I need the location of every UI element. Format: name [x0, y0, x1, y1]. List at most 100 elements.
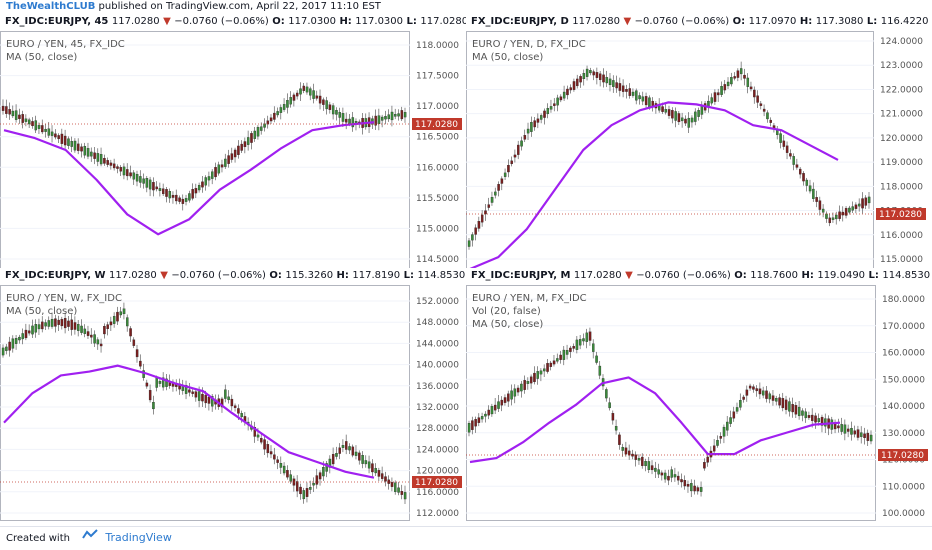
- candle-body: [605, 77, 609, 84]
- candle-body: [602, 74, 605, 83]
- candle-body: [312, 482, 315, 486]
- candle-body: [99, 343, 103, 347]
- candle-body: [18, 336, 21, 341]
- symbol-label: FX_IDC:EURJPY, W: [5, 270, 106, 281]
- candle-body: [34, 324, 38, 333]
- down-arrow-icon: ▼: [625, 270, 633, 281]
- candle-body: [227, 155, 230, 164]
- candle-body: [618, 434, 621, 445]
- candle-body: [116, 311, 119, 322]
- candle-body: [135, 349, 139, 358]
- symbol-label: FX_IDC:EURJPY, M: [471, 270, 571, 281]
- candle-body: [155, 377, 158, 388]
- candle-body: [269, 451, 273, 455]
- candle-body: [237, 145, 240, 155]
- candle-body: [57, 135, 60, 140]
- candle-body: [552, 360, 556, 365]
- candle-body: [585, 332, 589, 342]
- candle-body: [782, 140, 786, 147]
- chart-legend: EURO / YEN, 45, FX_IDC MA (50, close): [6, 38, 125, 64]
- candle-body: [191, 391, 194, 394]
- candle-body: [856, 429, 860, 438]
- candle-body: [1, 347, 5, 356]
- candle-body: [497, 183, 500, 191]
- candle-body: [358, 452, 361, 461]
- candle-body: [96, 339, 100, 345]
- y-tick-label: 136.0000: [416, 382, 459, 392]
- candle-body: [595, 355, 598, 363]
- candle-body: [717, 92, 720, 96]
- candle-body: [618, 83, 622, 91]
- candle-body: [390, 482, 394, 487]
- plot-area[interactable]: [0, 285, 410, 521]
- moving-average-line: [469, 376, 841, 464]
- y-tick-label: 122.0000: [880, 85, 923, 95]
- candle-body: [335, 453, 338, 457]
- study-label[interactable]: Vol (20, false): [472, 306, 541, 317]
- candle-body: [194, 391, 198, 398]
- candle-body: [742, 396, 745, 400]
- candle-body: [292, 94, 296, 101]
- candle-body: [768, 393, 772, 400]
- candle-body: [804, 411, 807, 419]
- study-label[interactable]: MA (50, close): [472, 319, 544, 330]
- plot-area[interactable]: [466, 285, 876, 521]
- candle-body: [361, 455, 364, 464]
- candle-body: [736, 70, 740, 78]
- study-label[interactable]: MA (50, close): [6, 52, 78, 63]
- candle-body: [595, 72, 599, 78]
- candle-body: [507, 393, 510, 402]
- candle-body: [83, 145, 87, 156]
- low-label: L:: [868, 270, 879, 281]
- candle-body: [667, 109, 671, 116]
- candle-body: [5, 106, 8, 114]
- candle-body: [835, 214, 838, 220]
- candle-body: [758, 388, 762, 395]
- chart-title: EURO / YEN, D, FX_IDC: [472, 39, 586, 50]
- study-label[interactable]: MA (50, close): [472, 52, 544, 63]
- author-link[interactable]: TheWealthCLUB: [6, 1, 96, 12]
- candle-body: [269, 117, 273, 122]
- chart-pane-45min[interactable]: FX_IDC:EURJPY, 45 117.0280 ▼ −0.0760 (−0…: [0, 14, 466, 282]
- candle-body: [756, 95, 759, 103]
- y-tick-label: 116.0000: [416, 488, 459, 498]
- candle-body: [322, 99, 325, 105]
- candle-body: [748, 385, 752, 389]
- candle-body: [543, 110, 546, 118]
- candle-body: [487, 204, 491, 208]
- chart-pane-daily[interactable]: FX_IDC:EURJPY, D 117.0280 ▼ −0.0760 (−0.…: [466, 14, 932, 282]
- candle-body: [106, 324, 109, 330]
- candle-body: [745, 389, 749, 396]
- candle-body: [54, 133, 57, 138]
- candle-body: [792, 156, 795, 165]
- candle-body: [854, 204, 858, 209]
- candle-body: [109, 321, 113, 326]
- candle-body: [394, 482, 397, 492]
- candle-body: [566, 88, 569, 96]
- candle-body: [743, 74, 746, 79]
- study-label[interactable]: MA (50, close): [6, 306, 78, 317]
- chart-canvas: 124.0000 123.0000 122.0000 121.0000 120.0000…: [466, 37, 926, 282]
- chart-pane-monthly[interactable]: FX_IDC:EURJPY, M 117.0280 ▼ −0.0760 (−0.…: [466, 268, 932, 526]
- candle-body: [503, 397, 507, 403]
- candle-body: [119, 167, 123, 172]
- candle-body: [325, 100, 328, 110]
- tradingview-link[interactable]: TradingView: [105, 531, 172, 544]
- candle-body: [794, 405, 798, 415]
- candle-body: [729, 417, 732, 424]
- candle-body: [96, 153, 100, 162]
- symbol-header: FX_IDC:EURJPY, 45 117.0280 ▼ −0.0760 (−0…: [0, 14, 466, 30]
- candle-body: [546, 363, 549, 372]
- symbol-header: FX_IDC:EURJPY, W 117.0280 ▼ −0.0760 (−0.…: [0, 268, 466, 284]
- candle-body: [608, 78, 612, 86]
- open-label: O:: [269, 270, 282, 281]
- candle-body: [562, 91, 566, 99]
- candle-body: [687, 117, 691, 128]
- chart-pane-weekly[interactable]: FX_IDC:EURJPY, W 117.0280 ▼ −0.0760 (−0.…: [0, 268, 466, 526]
- candle-body: [686, 484, 690, 487]
- candle-body: [34, 120, 38, 131]
- candle-body: [762, 108, 766, 112]
- candle-body: [815, 197, 818, 202]
- y-tick-label: 140.0000: [416, 361, 459, 371]
- candle-body: [292, 478, 296, 486]
